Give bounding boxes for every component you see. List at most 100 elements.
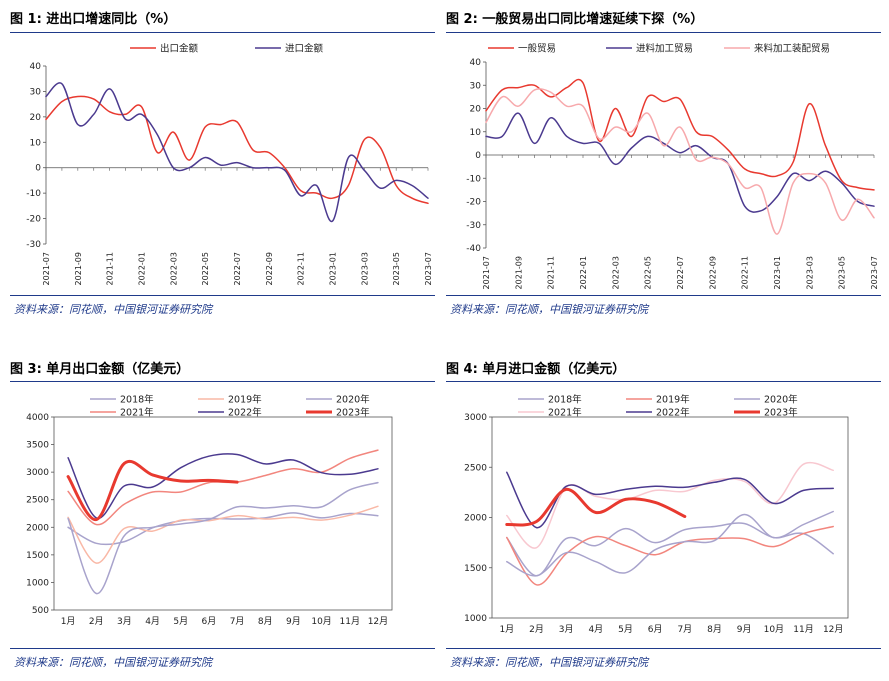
- x-tick-label: 5月: [618, 624, 633, 635]
- legend-label: 2018年: [120, 394, 154, 406]
- x-tick-label: 2023-05: [392, 252, 401, 285]
- x-tick-label: 2021-09: [74, 252, 83, 285]
- x-tick-label: 2023-01: [329, 252, 338, 285]
- chart-1-plot: -30 -20 -10 0 10 20 30 40 2021-07 2021-09 2021-11 2…: [26, 43, 433, 286]
- legend-label: 来料加工装配贸易: [754, 43, 830, 55]
- chart-3-frame: [53, 416, 393, 611]
- legend-label: 2021年: [548, 407, 582, 419]
- x-tick-label: 2023-05: [838, 256, 847, 289]
- y-tick-label: -10: [466, 174, 481, 184]
- legend-label: 2021年: [120, 407, 154, 419]
- x-tick-label: 2月: [89, 616, 104, 627]
- x-tick-label: 2022-09: [708, 256, 717, 289]
- chart-1-title: 图 1: 进出口增速同比（%）: [10, 12, 177, 27]
- x-tick-label: 10月: [311, 616, 331, 627]
- y-tick-label: 0: [35, 164, 41, 174]
- y-tick-label: -10: [26, 189, 41, 199]
- y-tick-label: -40: [466, 244, 481, 254]
- y-tick-label: 1500: [464, 564, 487, 574]
- x-tick-label: 9月: [286, 616, 301, 627]
- chart-2-title: 图 2: 一般贸易出口同比增速延续下探（%）: [446, 12, 704, 27]
- chart-1-bottom-rule: [10, 295, 435, 296]
- legend-label: 进口金额: [285, 43, 324, 55]
- y-tick-label: 4000: [26, 413, 49, 423]
- legend-label: 2018年: [548, 394, 582, 406]
- series-line-5: [67, 453, 379, 519]
- y-tick-label: 3000: [26, 468, 49, 478]
- y-tick-label: 1500: [26, 551, 49, 561]
- x-tick-label: 2022-01: [579, 256, 588, 289]
- x-tick-label: 1月: [499, 624, 514, 635]
- chart-2-plot: -40 -30 -20 -10 0 10 20 30 40 2021-07 2021-09 2021-…: [466, 43, 879, 290]
- y-tick-label: 10: [470, 128, 482, 138]
- chart-1-source: 资料来源：同花顺，中国银河证券研究院: [14, 303, 212, 316]
- x-tick-label: 2021-07: [482, 256, 491, 289]
- legend-label: 2022年: [656, 407, 690, 419]
- y-tick-label: 2000: [464, 514, 487, 524]
- y-tick-label: 1000: [464, 614, 487, 624]
- x-tick-label: 2022-05: [644, 256, 653, 289]
- x-tick-label: 2022-11: [297, 252, 306, 285]
- y-tick-label: -20: [26, 215, 41, 225]
- y-tick-label: 40: [470, 58, 482, 68]
- chart-3-plot: 500 1000 1500 2000 2500 3000 3500 4000 1月 2月 3月 4月 5…: [26, 394, 393, 627]
- chart-4-plot: 1000 1500 2000 2500 3000 1月 2月 3月 4月 5月 6月 7月 8月 9月 10…: [464, 394, 849, 635]
- x-tick-label: 2022-07: [233, 252, 242, 285]
- chart-4-source: 资料来源：同花顺，中国银河证券研究院: [450, 656, 648, 669]
- series-line-3: [506, 510, 834, 577]
- chart-2-bottom-rule: [446, 295, 881, 296]
- series-line-2: [485, 112, 875, 213]
- series-line-1: [485, 78, 875, 191]
- x-tick-label: 6月: [648, 624, 663, 635]
- x-tick-label: 12月: [823, 624, 843, 635]
- x-tick-label: 2022-11: [741, 256, 750, 289]
- x-tick-label: 2022-05: [201, 252, 210, 285]
- chart-3-bottom-rule: [10, 648, 435, 649]
- y-tick-label: 2500: [26, 496, 49, 506]
- series-line-2: [67, 505, 379, 564]
- chart-4-frame: [491, 416, 849, 619]
- y-tick-label: 30: [30, 87, 42, 97]
- series-line-6: [505, 487, 687, 527]
- x-tick-label: 6月: [202, 616, 217, 627]
- legend-label: 2023年: [336, 407, 370, 419]
- x-tick-label: 2023-03: [360, 252, 369, 285]
- y-tick-label: -20: [466, 198, 481, 208]
- x-tick-label: 2021-07: [42, 252, 51, 285]
- x-tick-label: 2022-03: [611, 256, 620, 289]
- legend-label: 出口金额: [160, 43, 199, 55]
- x-tick-label: 2022-01: [138, 252, 147, 285]
- x-tick-label: 11月: [340, 616, 360, 627]
- x-tick-label: 2023-01: [773, 256, 782, 289]
- y-tick-label: 10: [30, 138, 42, 148]
- x-tick-label: 2021-11: [547, 256, 556, 289]
- series-line-6: [66, 460, 239, 522]
- x-tick-label: 2021-09: [514, 256, 523, 289]
- chart-3-top-rule: [10, 381, 435, 382]
- x-tick-label: 2023-07: [870, 256, 879, 289]
- x-tick-label: 7月: [230, 616, 245, 627]
- legend-label: 2020年: [336, 394, 370, 406]
- x-tick-label: 9月: [737, 624, 752, 635]
- x-tick-label: 2月: [529, 624, 544, 635]
- series-line-2: [45, 82, 429, 222]
- chart-4-bottom-rule: [446, 648, 881, 649]
- y-tick-label: 0: [475, 151, 481, 161]
- x-tick-label: 2022-03: [169, 252, 178, 285]
- x-tick-label: 8月: [258, 616, 273, 627]
- series-line-4: [506, 461, 834, 549]
- y-tick-label: 30: [470, 81, 482, 91]
- chart-4-top-rule: [446, 381, 881, 382]
- y-tick-label: 20: [470, 105, 482, 115]
- legend-label: 2019年: [656, 394, 690, 406]
- x-tick-label: 12月: [368, 616, 388, 627]
- x-tick-label: 11月: [793, 624, 813, 635]
- x-tick-label: 7月: [677, 624, 692, 635]
- chart-1-top-rule: [10, 32, 435, 33]
- x-tick-label: 4月: [588, 624, 603, 635]
- x-tick-label: 4月: [145, 616, 160, 627]
- legend-label: 2023年: [764, 407, 798, 419]
- series-line-3: [67, 481, 379, 595]
- x-tick-label: 2023-07: [424, 252, 433, 285]
- chart-2-top-rule: [446, 32, 881, 33]
